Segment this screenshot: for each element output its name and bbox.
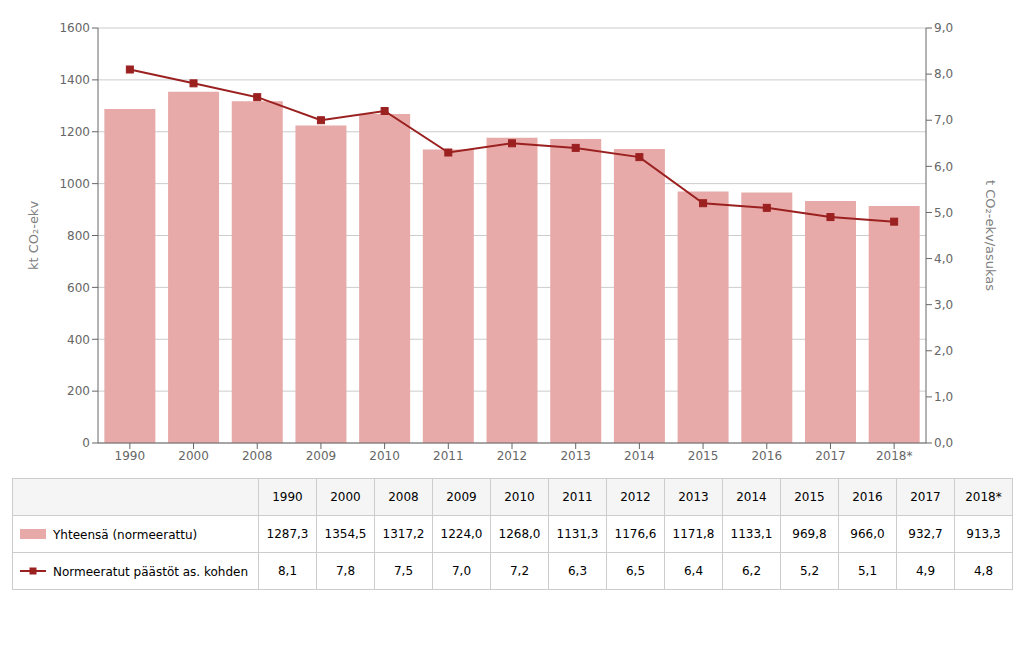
html-text:913,3: 913,3 <box>966 527 1001 541</box>
svg-text:2011: 2011 <box>433 449 464 463</box>
svg-text:8,0: 8,0 <box>934 67 953 81</box>
svg-text:2012: 2012 <box>497 449 528 463</box>
html-text:1171,8: 1171,8 <box>672 527 715 541</box>
html-text:2017: 2017 <box>910 490 941 504</box>
html-text:Yhteensä (normeerattu): Yhteensä (normeerattu) <box>53 527 198 542</box>
html-text:2016: 2016 <box>852 490 883 504</box>
html-text:6,3: 6,3 <box>568 564 587 578</box>
html-text:2013: 2013 <box>678 490 709 504</box>
html-text:2000: 2000 <box>330 490 361 504</box>
html-text:932,7: 932,7 <box>908 527 943 541</box>
svg-text:200: 200 <box>67 384 90 398</box>
svg-text:2,0: 2,0 <box>934 344 953 358</box>
html-text:6,2: 6,2 <box>742 564 761 578</box>
html-text:1133,1: 1133,1 <box>730 527 773 541</box>
html-text:1268,0: 1268,0 <box>498 527 541 541</box>
html-text:7,8: 7,8 <box>336 564 355 578</box>
svg-text:2010: 2010 <box>369 449 400 463</box>
svg-text:2017: 2017 <box>815 449 846 463</box>
html-text:8,1: 8,1 <box>278 564 297 578</box>
html-text:2009: 2009 <box>446 490 477 504</box>
html-text:4,8: 4,8 <box>974 564 993 578</box>
svg-text:5,0: 5,0 <box>934 206 953 220</box>
html-text:2010: 2010 <box>504 490 535 504</box>
svg-text:2015: 2015 <box>688 449 719 463</box>
html-text:2014: 2014 <box>736 490 767 504</box>
html-text:1176,6: 1176,6 <box>614 527 657 541</box>
html-text:1354,5: 1354,5 <box>324 527 367 541</box>
html-text:1317,2: 1317,2 <box>382 527 425 541</box>
html-text:6,5: 6,5 <box>626 564 645 578</box>
svg-text:0,0: 0,0 <box>934 436 953 450</box>
svg-text:2013: 2013 <box>560 449 591 463</box>
svg-text:2009: 2009 <box>306 449 337 463</box>
svg-text:3,0: 3,0 <box>934 298 953 312</box>
html-text:7,2: 7,2 <box>510 564 529 578</box>
svg-text:800: 800 <box>67 229 90 243</box>
html-text:2008: 2008 <box>388 490 419 504</box>
html-text:1131,3: 1131,3 <box>556 527 599 541</box>
svg-text:2016: 2016 <box>751 449 782 463</box>
svg-text:2008: 2008 <box>242 449 273 463</box>
html-text:5,1: 5,1 <box>858 564 877 578</box>
html-text:969,8: 969,8 <box>792 527 827 541</box>
html-text:966,0: 966,0 <box>850 527 885 541</box>
svg-text:7,0: 7,0 <box>934 113 953 127</box>
svg-text:t CO₂-ekv/asukas: t CO₂-ekv/asukas <box>983 180 998 291</box>
html-text:2011: 2011 <box>562 490 593 504</box>
html-text:6,4: 6,4 <box>684 564 703 578</box>
svg-text:0: 0 <box>82 436 90 450</box>
html-text:7,5: 7,5 <box>394 564 413 578</box>
svg-text:1600: 1600 <box>59 21 90 35</box>
svg-text:600: 600 <box>67 281 90 295</box>
html-text:Normeeratut päästöt as. kohden: Normeeratut päästöt as. kohden <box>53 564 249 579</box>
svg-text:2000: 2000 <box>178 449 209 463</box>
html-text:2012: 2012 <box>620 490 651 504</box>
html-text:5,2: 5,2 <box>800 564 819 578</box>
html-text:4,9: 4,9 <box>916 564 935 578</box>
svg-text:1,0: 1,0 <box>934 390 953 404</box>
svg-text:2014: 2014 <box>624 449 655 463</box>
svg-text:kt CO₂-ekv: kt CO₂-ekv <box>26 201 41 270</box>
svg-text:1000: 1000 <box>59 177 90 191</box>
svg-text:1200: 1200 <box>59 125 90 139</box>
html-text:1990: 1990 <box>272 490 303 504</box>
html-text:2018*: 2018* <box>965 490 1002 504</box>
svg-text:2018*: 2018* <box>876 449 913 463</box>
svg-text:6,0: 6,0 <box>934 160 953 174</box>
svg-text:1400: 1400 <box>59 73 90 87</box>
svg-text:4,0: 4,0 <box>934 252 953 266</box>
svg-text:400: 400 <box>67 333 90 347</box>
html-text:1224,0: 1224,0 <box>440 527 483 541</box>
svg-text:9,0: 9,0 <box>934 21 953 35</box>
html-text:1287,3: 1287,3 <box>266 527 309 541</box>
svg-text:1990: 1990 <box>115 449 146 463</box>
html-text:7,0: 7,0 <box>452 564 471 578</box>
html-text:2015: 2015 <box>794 490 825 504</box>
